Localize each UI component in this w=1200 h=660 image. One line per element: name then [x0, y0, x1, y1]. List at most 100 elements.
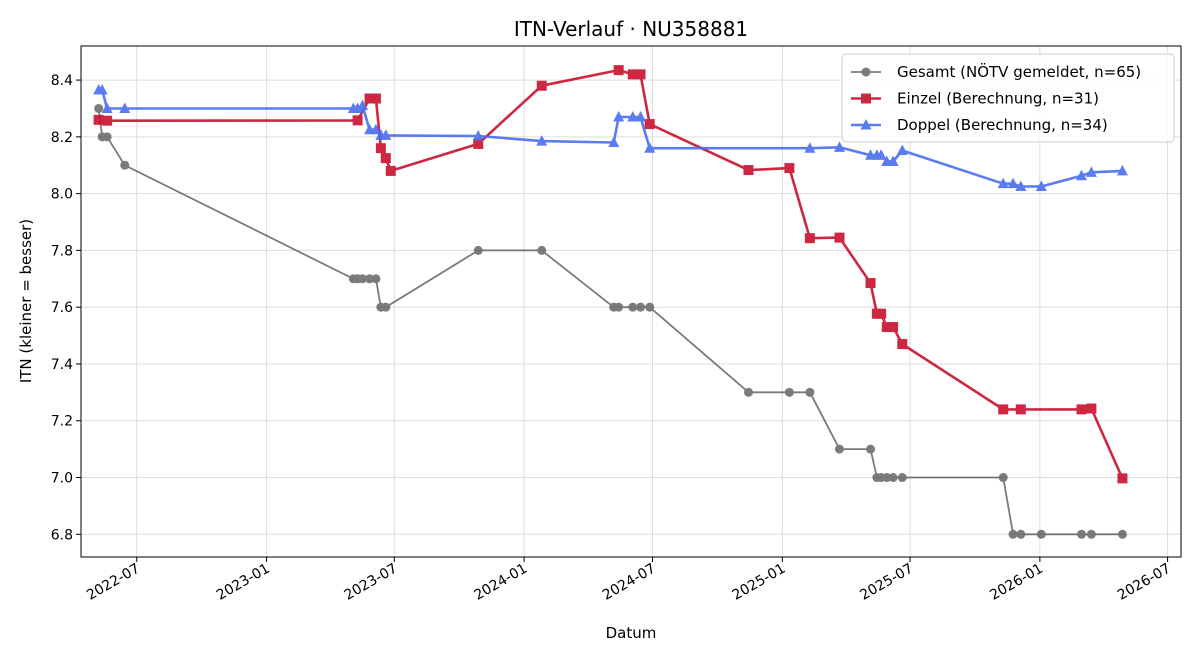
data-point-doppel	[1007, 177, 1019, 189]
data-point-doppel	[635, 110, 647, 122]
legend-marker	[861, 67, 871, 77]
y-tick-label: 7.2	[51, 414, 73, 430]
data-point-gesamt	[102, 132, 112, 142]
data-point-einzel	[998, 404, 1009, 415]
data-point-doppel	[1116, 164, 1128, 176]
data-point-doppel	[997, 177, 1009, 189]
data-point-einzel	[536, 80, 547, 91]
data-point-gesamt	[1077, 529, 1087, 539]
data-point-doppel	[370, 123, 382, 135]
data-point-doppel	[896, 144, 908, 155]
data-point-einzel	[644, 119, 655, 130]
x-tick-label: 2024-01	[471, 561, 530, 604]
data-point-doppel	[119, 102, 131, 113]
x-axis-label: Datum	[606, 624, 657, 642]
data-point-einzel	[743, 165, 754, 176]
y-tick-label: 6.8	[51, 527, 73, 543]
legend: Gesamt (NÖTV gemeldet, n=65) Einzel (Bere…	[841, 53, 1175, 143]
data-point-gesamt	[358, 274, 368, 284]
plot-frame	[80, 45, 1182, 558]
data-point-gesamt	[866, 444, 876, 454]
data-point-gesamt	[784, 387, 794, 397]
legend-entry-gesamt	[851, 67, 881, 77]
x-tick-label: 2026-01	[987, 561, 1046, 604]
data-point-doppel	[833, 141, 845, 152]
series-layer	[93, 65, 1128, 539]
data-point-einzel	[1117, 473, 1128, 484]
x-tick-label: 2025-01	[730, 561, 789, 604]
y-tick-label: 8.2	[51, 130, 73, 146]
legend-label: Einzel (Berechnung, n=31)	[897, 90, 1099, 108]
x-tick-label: 2022-07	[84, 561, 143, 604]
data-point-doppel	[875, 149, 887, 160]
data-point-doppel	[536, 135, 548, 146]
data-point-einzel	[876, 308, 887, 319]
data-point-doppel	[352, 102, 364, 113]
data-point-einzel	[370, 93, 381, 104]
data-point-einzel	[1086, 403, 1097, 414]
y-tick-label: 7.6	[51, 300, 73, 316]
data-point-doppel	[1076, 169, 1088, 181]
chart-title: ITN-Verlauf · NU358881	[514, 17, 748, 41]
legend-marker	[861, 93, 871, 104]
data-point-einzel	[473, 138, 484, 149]
data-point-doppel	[887, 155, 899, 167]
y-tick-label: 7.4	[51, 357, 73, 373]
y-tick-label: 7.0	[51, 471, 73, 487]
data-point-gesamt	[381, 302, 391, 312]
legend-entry-einzel	[851, 93, 881, 104]
data-point-doppel	[101, 102, 113, 113]
data-point-einzel	[93, 114, 104, 125]
data-point-doppel	[627, 110, 639, 122]
data-point-einzel	[385, 165, 396, 176]
data-point-gesamt	[628, 302, 638, 312]
data-point-gesamt	[365, 274, 375, 284]
y-tick-label: 8.0	[51, 187, 73, 203]
series-doppel	[93, 84, 1128, 192]
data-point-einzel	[1015, 404, 1026, 415]
data-point-einzel	[380, 153, 391, 164]
data-point-gesamt	[1016, 529, 1026, 539]
x-tick-label: 2024-07	[600, 561, 659, 604]
data-point-doppel	[472, 129, 484, 141]
data-point-doppel	[804, 142, 816, 153]
data-point-einzel	[613, 65, 624, 76]
data-point-einzel	[375, 143, 386, 154]
y-axis-label: ITN (kleiner = besser)	[17, 219, 35, 383]
data-point-gesamt	[743, 387, 753, 397]
data-point-gesamt	[473, 245, 483, 255]
data-point-doppel	[1015, 180, 1027, 192]
data-point-gesamt	[834, 444, 844, 454]
data-point-gesamt	[636, 302, 646, 312]
data-point-doppel	[613, 110, 625, 122]
data-point-einzel	[364, 93, 375, 104]
legend-entry-doppel	[851, 119, 881, 130]
data-point-gesamt	[888, 473, 898, 483]
y-tick-label: 8.4	[51, 73, 73, 89]
data-point-doppel	[380, 129, 392, 140]
data-point-doppel	[608, 136, 620, 148]
data-point-gesamt	[998, 473, 1008, 483]
data-point-gesamt	[371, 274, 381, 284]
data-point-gesamt	[1117, 529, 1127, 539]
data-point-gesamt	[1008, 529, 1018, 539]
data-point-gesamt	[897, 473, 907, 483]
x-tick-label: 2026-07	[1115, 561, 1174, 604]
data-point-gesamt	[645, 302, 655, 312]
data-point-doppel	[1085, 166, 1097, 177]
y-tick-label: 7.8	[51, 243, 73, 259]
data-point-einzel	[865, 278, 876, 289]
x-tick-label: 2023-01	[214, 561, 273, 604]
data-point-gesamt	[94, 103, 104, 113]
data-point-einzel	[352, 115, 363, 126]
data-point-gesamt	[1036, 529, 1046, 539]
series-gesamt	[94, 103, 1127, 539]
data-point-einzel	[897, 339, 908, 350]
x-axis: 2022-07 2023-01 2023-07 2024-01 2024-07 2025-…	[84, 557, 1174, 604]
data-point-einzel	[888, 322, 899, 333]
data-point-einzel	[881, 322, 892, 333]
data-point-gesamt	[805, 387, 815, 397]
data-point-einzel	[627, 69, 638, 80]
legend-box	[841, 53, 1175, 143]
